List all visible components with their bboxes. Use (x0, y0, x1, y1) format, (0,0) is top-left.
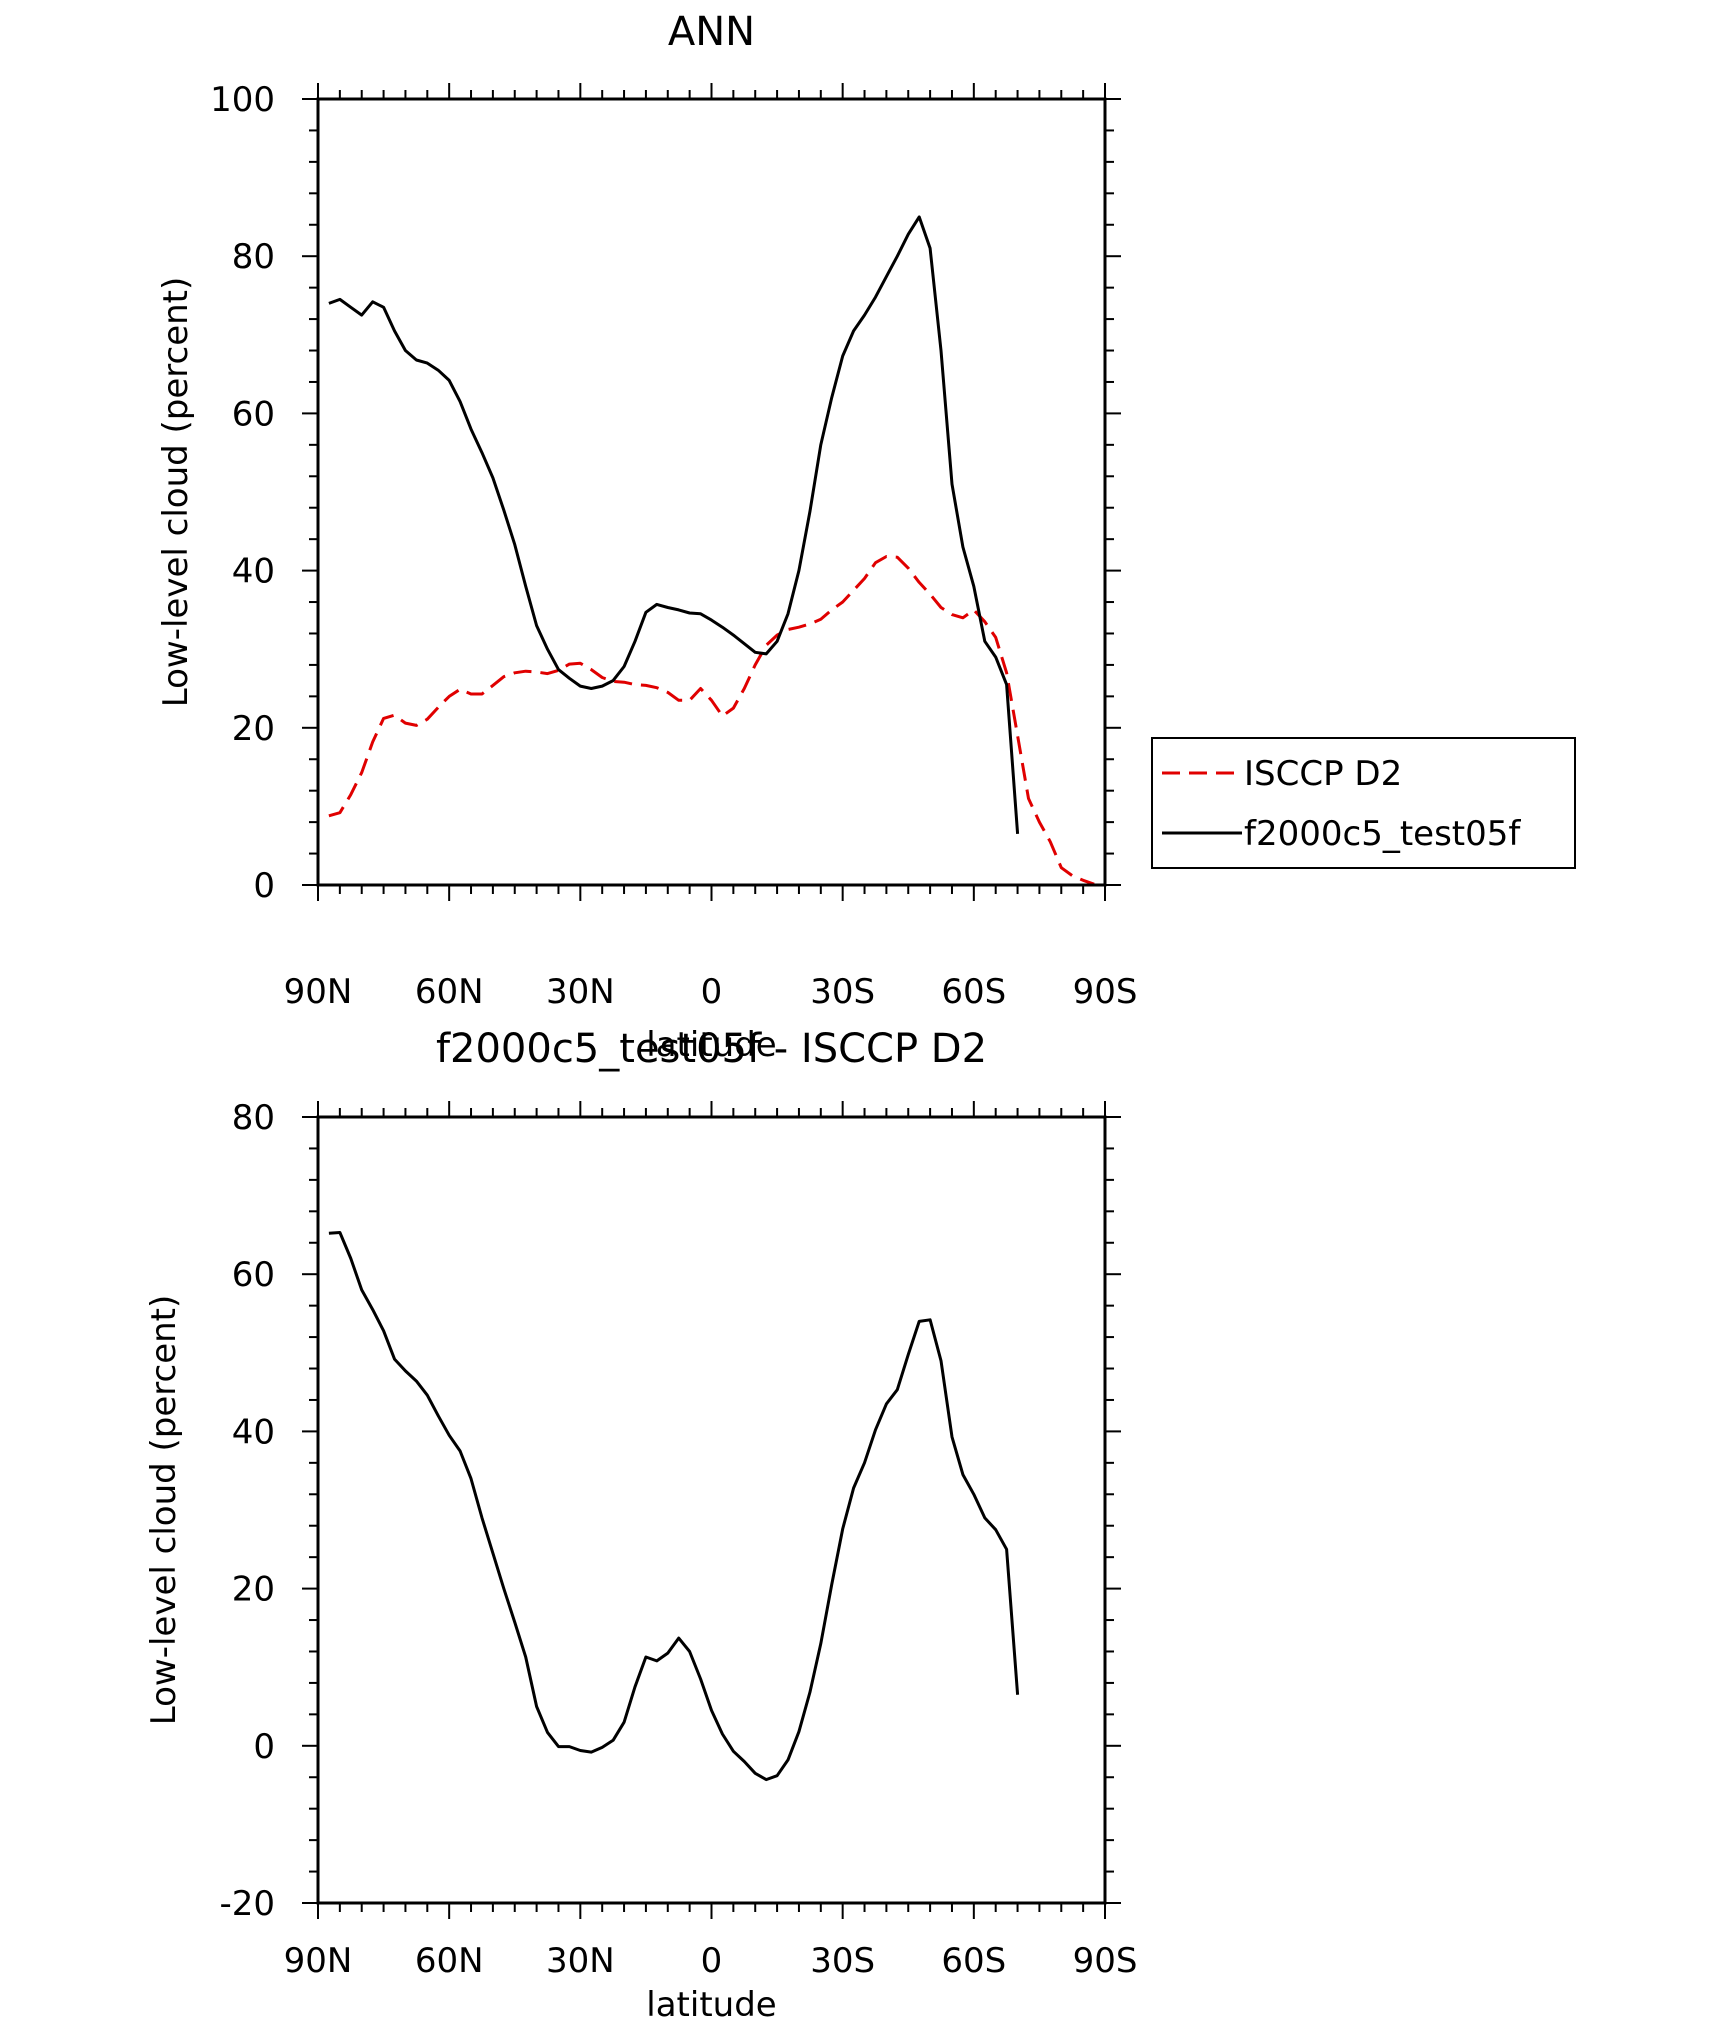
y-tick-label-40: 40 (232, 552, 275, 592)
bottom-chart-y-axis-title: Low-level cloud (percent) (144, 1295, 184, 1726)
x-tick-label-0: 0 (701, 1941, 723, 1981)
x-tick-label-30n: 30N (546, 1941, 615, 1981)
x-tick-label-90s: 90S (1073, 1941, 1138, 1981)
x-tick-label-30s: 30S (810, 972, 875, 1012)
y-tick-label-20: 20 (232, 1570, 275, 1610)
top-chart-title: ANN (668, 9, 755, 55)
top-chart-x-tick-labels: 90N 60N 30N 0 30S 60S 90S (284, 972, 1138, 1012)
bottom-chart-x-tick-labels: 90N 60N 30N 0 30S 60S 90S (284, 1941, 1138, 1981)
y-tick-label-80: 80 (232, 237, 275, 277)
x-tick-label-30n: 30N (546, 972, 615, 1012)
bottom-chart-title: f2000c5_test05f - ISCCP D2 (436, 1026, 987, 1072)
legend-box (1151, 737, 1576, 869)
top-chart-y-axis-title: Low-level cloud (percent) (156, 277, 196, 708)
bottom-chart-panel: f2000c5_test05f - ISCCP D2 90N 60N 30N 0 30S… (144, 1026, 1137, 2021)
top-chart-x-axis-title: latitude (646, 1025, 776, 1065)
x-tick-label-0: 0 (701, 972, 723, 1012)
y-tick-label-100: 100 (210, 80, 275, 120)
top-chart-panel: ANN 90N 60N 30N 0 30S 60S 90S 0 20 40 60 80 100 lat… (156, 9, 1576, 1065)
top-chart-series-layer (328, 215, 1095, 886)
x-tick-label-60s: 60S (941, 972, 1006, 1012)
y-tick-label-0: 0 (253, 866, 275, 906)
x-tick-label-30s: 30S (810, 1941, 875, 1981)
series-line-difference (328, 1231, 1020, 1782)
x-tick-label-60s: 60S (941, 1941, 1006, 1981)
series-line-f2000c5-test05f (328, 215, 1020, 835)
top-chart-ticks (302, 83, 1121, 901)
y-tick-label-20: -20 (219, 1884, 275, 1924)
x-tick-label-60n: 60N (415, 972, 484, 1012)
y-tick-label-60: 60 (232, 394, 275, 434)
bottom-chart-series-layer (328, 1231, 1020, 1782)
y-tick-label-0: 0 (253, 1727, 275, 1767)
x-tick-label-90n: 90N (284, 1941, 353, 1981)
bottom-chart-x-axis-title: latitude (646, 1985, 776, 2021)
x-tick-label-90n: 90N (284, 972, 353, 1012)
top-chart-legend: ISCCP D2 f2000c5_test05f (1151, 737, 1576, 869)
top-chart-y-tick-labels: 0 20 40 60 80 100 (210, 80, 275, 906)
bottom-chart-ticks (302, 1101, 1121, 1919)
y-tick-label-40: 40 (232, 1412, 275, 1452)
series-line-isccp-d2 (328, 555, 1095, 886)
y-tick-label-80: 80 (232, 1098, 275, 1138)
x-tick-label-60n: 60N (415, 1941, 484, 1981)
legend-label-f2000c5-test05f: f2000c5_test05f (1244, 814, 1521, 854)
legend-label-isccp-d2: ISCCP D2 (1244, 754, 1402, 794)
bottom-chart-y-tick-labels: -20 0 20 40 60 80 (219, 1098, 275, 1924)
y-tick-label-60: 60 (232, 1255, 275, 1295)
y-tick-label-20: 20 (232, 709, 275, 749)
x-tick-label-90s: 90S (1073, 972, 1138, 1012)
